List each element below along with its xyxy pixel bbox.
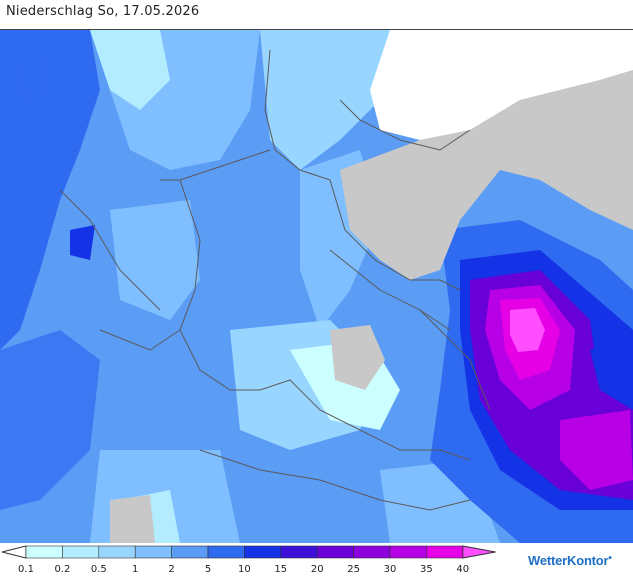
- precipitation-map-svg: [0, 30, 633, 543]
- legend-swatch: [207, 545, 245, 559]
- benelux-zone: [110, 200, 200, 320]
- legend-swatch: [280, 545, 318, 559]
- legend-tick-label: 10: [238, 564, 251, 575]
- legend-swatch: [316, 545, 354, 559]
- logo-drops-icon: •: [608, 553, 612, 564]
- no-data-sea-baltic: [370, 30, 633, 140]
- coastline-baltic: [339, 99, 471, 151]
- legend-arrow-left: [1, 545, 27, 559]
- no-data-land-alps: [110, 495, 155, 543]
- legend-swatch: [353, 545, 391, 559]
- legend-tick-label: 30: [384, 564, 397, 575]
- border-alps: [199, 449, 471, 511]
- legend-swatch: [426, 545, 464, 559]
- east-system-peak: [510, 308, 545, 352]
- legend-swatch: [171, 545, 209, 559]
- legend-swatch: [389, 545, 427, 559]
- border-germany-north: [160, 149, 271, 181]
- southwest-zone: [0, 330, 100, 510]
- legend-swatch: [134, 545, 172, 559]
- coast-light-zone: [260, 30, 400, 170]
- border-france-north: [99, 329, 181, 351]
- legend-tick-label: 5: [205, 564, 211, 575]
- legend-tick-label: 0.1: [18, 564, 34, 575]
- map-title: Niederschlag So, 17.05.2026: [6, 4, 200, 19]
- legend-tick-label: 40: [456, 564, 469, 575]
- border-germany-east: [264, 49, 461, 291]
- southeast-cell: [560, 410, 633, 490]
- border-czech: [329, 249, 451, 331]
- east-edge-cell: [590, 330, 633, 390]
- legend-arrow-right: [462, 545, 496, 559]
- west-cell-2: [70, 225, 95, 260]
- no-data-land-south: [330, 325, 385, 390]
- legend-svg: 0.1 0.2 0.5 1 2 5 10 15 20 25 30 35 40: [1, 545, 496, 575]
- coastline-west: [59, 189, 161, 311]
- legend-tick-label: 15: [274, 564, 287, 575]
- legend-swatch: [244, 545, 282, 559]
- wetterkontor-logo: WetterKontor•: [528, 553, 612, 568]
- legend-tick-label: 1: [132, 564, 138, 575]
- border-czech-east: [419, 309, 491, 411]
- legend-tick-label: 0.2: [54, 564, 70, 575]
- precipitation-legend: 0.1 0.2 0.5 1 2 5 10 15 20 25 30 35 40: [0, 543, 500, 580]
- west-cell-1: [20, 60, 45, 100]
- border-germany-south: [179, 179, 471, 461]
- logo-text: WetterKontor: [528, 553, 609, 568]
- legend-tick-label: 20: [311, 564, 324, 575]
- legend-swatch: [62, 545, 100, 559]
- legend-swatch: [98, 545, 136, 559]
- legend-tick-label: 25: [347, 564, 360, 575]
- no-data-land-east: [340, 70, 633, 280]
- legend-tick-label: 2: [168, 564, 174, 575]
- precipitation-map: [0, 29, 633, 543]
- legend-swatch: [25, 545, 63, 559]
- central-mid-zone: [190, 160, 300, 330]
- legend-tick-label: 0.5: [91, 564, 107, 575]
- country-borders: [59, 49, 491, 511]
- west-heavy-zone: [0, 30, 100, 350]
- legend-tick-label: 35: [420, 564, 433, 575]
- north-very-light-zone: [90, 30, 170, 110]
